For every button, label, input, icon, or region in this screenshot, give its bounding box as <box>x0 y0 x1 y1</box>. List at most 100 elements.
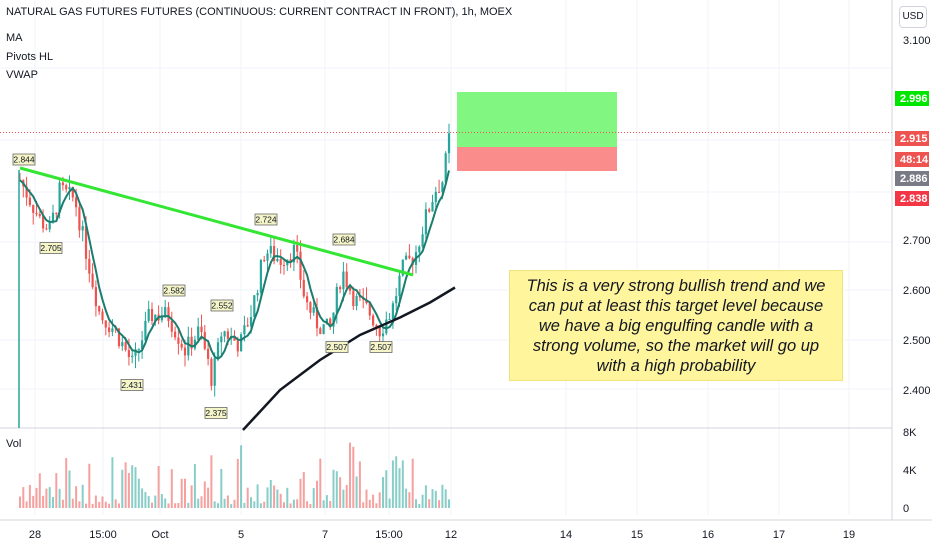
candle-body <box>408 255 411 259</box>
candle-body <box>164 307 167 318</box>
candle-body <box>81 226 84 231</box>
symbol-title[interactable]: NATURAL GAS FUTURES FUTURES (CONTINUOUS:… <box>6 6 513 18</box>
candle-body <box>98 306 101 312</box>
indicator-ma[interactable]: MA <box>6 32 23 44</box>
volume-bar <box>28 484 31 508</box>
candle-body <box>71 186 74 198</box>
volume-bar <box>411 458 414 508</box>
time-tick-label: 15:00 <box>89 529 117 541</box>
volume-bar <box>319 458 322 508</box>
pivot-label: 2.844 <box>13 155 35 165</box>
volume-bar <box>424 485 427 508</box>
volume-bar <box>118 503 120 508</box>
volume-bar <box>45 488 48 508</box>
price-tag-bg <box>895 152 929 167</box>
candle-body <box>292 245 295 263</box>
candle-body <box>447 133 451 154</box>
volume-bar <box>91 503 94 508</box>
currency-button[interactable]: USD <box>899 6 927 28</box>
candle-body <box>329 318 332 327</box>
volume-bar <box>448 499 450 508</box>
volume-bar <box>177 503 180 508</box>
target-zone <box>457 92 617 147</box>
candle-body <box>226 331 229 339</box>
volume-bar <box>279 493 282 508</box>
volume-bar <box>124 462 127 508</box>
volume-bar <box>372 494 375 508</box>
volume-bar <box>316 480 318 508</box>
volume-bar <box>127 472 130 508</box>
volume-bar <box>355 476 358 508</box>
candle-body <box>141 340 144 350</box>
volume-bar <box>266 487 269 508</box>
volume-bar <box>184 478 186 508</box>
time-tick-label: 15 <box>631 529 643 541</box>
volume-bar <box>32 495 35 508</box>
volume-bar <box>25 501 28 508</box>
volume-bar <box>434 490 437 508</box>
volume-bar <box>236 458 239 508</box>
candle-body <box>322 324 325 335</box>
candle-body <box>55 212 58 214</box>
candle-body <box>368 303 371 316</box>
volume-bar <box>296 499 299 508</box>
candle-body <box>61 182 64 186</box>
volume-bar <box>415 499 417 508</box>
volume-bar <box>345 485 348 508</box>
price-tag-bg <box>895 131 929 146</box>
indicator-pivots[interactable]: Pivots HL <box>6 51 54 63</box>
volume-bar <box>38 473 41 508</box>
time-tick-label: 19 <box>843 529 855 541</box>
price-tick-label: 2.700 <box>903 235 931 247</box>
indicator-vwap[interactable]: VWAP <box>6 69 38 81</box>
candle-body <box>249 316 253 327</box>
volume-bar <box>444 489 447 508</box>
pivot-box <box>39 242 63 254</box>
candle-body <box>48 222 51 230</box>
volume-bar <box>85 503 87 508</box>
pivot-box <box>369 341 393 353</box>
candle-body <box>150 309 154 321</box>
candle-body <box>279 259 282 266</box>
candle-body <box>378 327 381 337</box>
candle-body <box>256 293 259 296</box>
candle-body <box>263 260 266 262</box>
candle-body <box>348 287 352 291</box>
candle-body <box>134 349 137 356</box>
pivot-label: 2.705 <box>40 243 62 253</box>
volume-bar <box>144 492 147 508</box>
candle-body <box>117 328 121 347</box>
candle-body <box>216 342 220 359</box>
pivot-box <box>254 213 278 226</box>
time-tick-label: 15:00 <box>375 529 403 541</box>
pivot-box <box>210 299 234 312</box>
grid <box>0 0 892 515</box>
candle-body <box>296 245 299 252</box>
candle-body <box>375 325 378 328</box>
candle-body <box>127 350 130 358</box>
volume-bar <box>428 499 431 508</box>
candle-body <box>335 287 338 313</box>
candle-body <box>75 197 78 208</box>
time-tick-label: 5 <box>238 529 244 541</box>
candle-body <box>104 320 107 328</box>
pivot-label: 2.431 <box>121 380 143 390</box>
volume-bar <box>134 467 137 508</box>
pivot-label: 2.507 <box>326 342 348 352</box>
volume-bar <box>378 492 381 508</box>
candle-body <box>160 317 163 321</box>
candle-body <box>385 319 388 334</box>
volume-bar <box>358 461 361 508</box>
pivot-label: 2.552 <box>211 301 233 311</box>
candle-body <box>167 307 170 322</box>
candle-body <box>276 259 279 262</box>
volume-bar <box>111 457 114 508</box>
candle-body <box>398 275 401 297</box>
candle-body <box>154 314 157 321</box>
volume-bar <box>48 487 51 508</box>
price-tag-label: 48:14 <box>900 154 929 166</box>
candle-body <box>32 205 35 213</box>
volume-bar <box>157 465 160 508</box>
volume-bar <box>203 481 206 508</box>
